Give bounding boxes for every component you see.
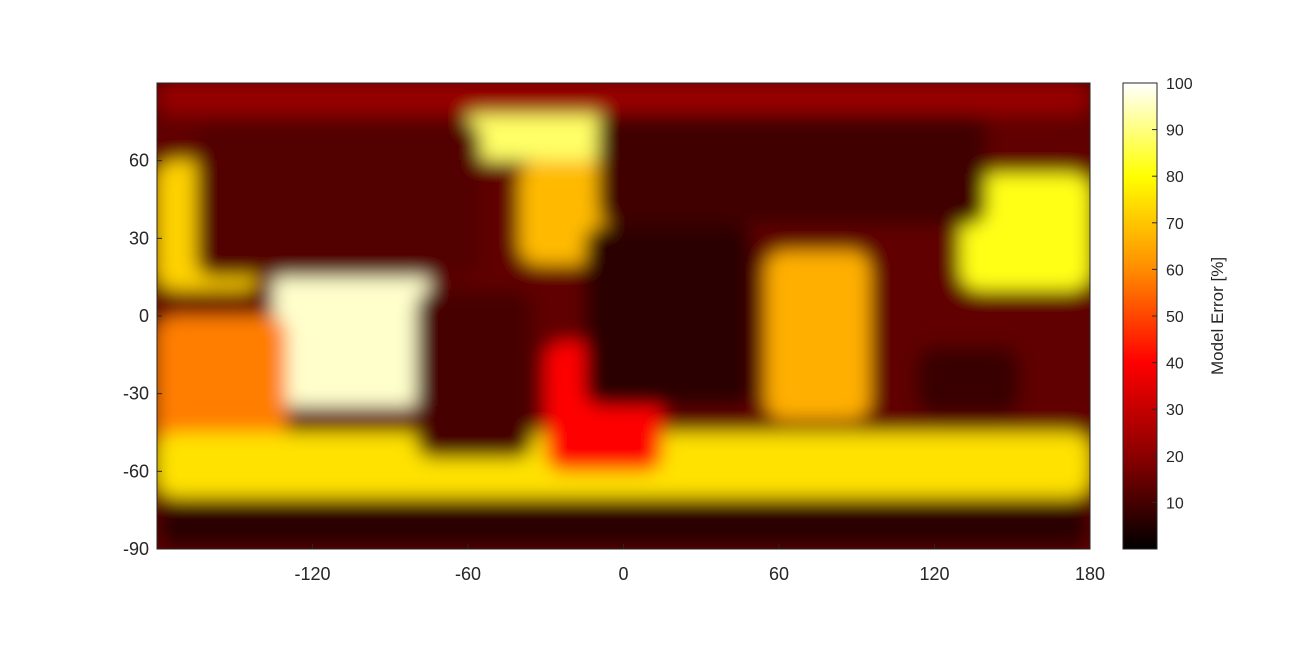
x-axis: -120 -60 0 60 120 180	[294, 544, 1105, 584]
x-tick-label: -120	[294, 564, 330, 584]
heat-region-arctic-ocean	[157, 83, 1090, 115]
colorbar-tick-label: 90	[1166, 123, 1184, 140]
x-tick-label: 0	[618, 564, 628, 584]
heat-region-africa	[584, 225, 754, 407]
heat-region-antarctic-coast	[157, 502, 1090, 549]
y-tick-label: -90	[123, 539, 149, 559]
heatmap-layer	[157, 83, 1090, 549]
y-tick-label: -30	[123, 384, 149, 404]
x-tick-label: 60	[769, 564, 789, 584]
y-tick-label: -60	[123, 461, 149, 481]
colorbar-tick-label: 100	[1166, 76, 1193, 93]
y-tick-label: 0	[139, 306, 149, 326]
heat-region-australia	[916, 347, 1021, 415]
heat-region-south-america	[416, 290, 533, 459]
x-tick-label: -60	[455, 564, 481, 584]
colorbar-tick-label: 60	[1166, 262, 1184, 279]
colorbar-tick-label: 20	[1166, 449, 1184, 466]
colorbar-ticks: 10 20 30 40 50 60 70 80 90 100	[1152, 76, 1193, 512]
colorbar-tick-label: 70	[1166, 216, 1184, 233]
heat-region-eurasia	[597, 108, 987, 226]
colorbar-fill	[1122, 82, 1158, 550]
colorbar-tick-label: 50	[1166, 309, 1184, 326]
y-tick-label: 30	[129, 228, 149, 248]
y-tick-label: 60	[129, 151, 149, 171]
heat-region-west-pacific-asia	[960, 173, 1090, 291]
colorbar-tick-label: 80	[1166, 169, 1184, 186]
colorbar-label: Model Error [%]	[1208, 257, 1227, 375]
colorbar-tick-label: 10	[1166, 495, 1184, 512]
y-axis: 60 30 0 -30 -60 -90	[123, 151, 162, 559]
heat-region-indian-ocean	[766, 251, 870, 420]
x-tick-label: 180	[1075, 564, 1105, 584]
colorbar-tick-label: 30	[1166, 402, 1184, 419]
colorbar-tick-label: 40	[1166, 356, 1184, 373]
x-tick-label: 120	[919, 564, 949, 584]
colorbar: 10 20 30 40 50 60 70 80 90 100 Model Error [%]	[1122, 76, 1227, 550]
plot-area: -120 -60 0 60 120 180 60 30 0 -30 -60 -90	[123, 82, 1105, 584]
heat-region-north-america	[195, 121, 481, 278]
